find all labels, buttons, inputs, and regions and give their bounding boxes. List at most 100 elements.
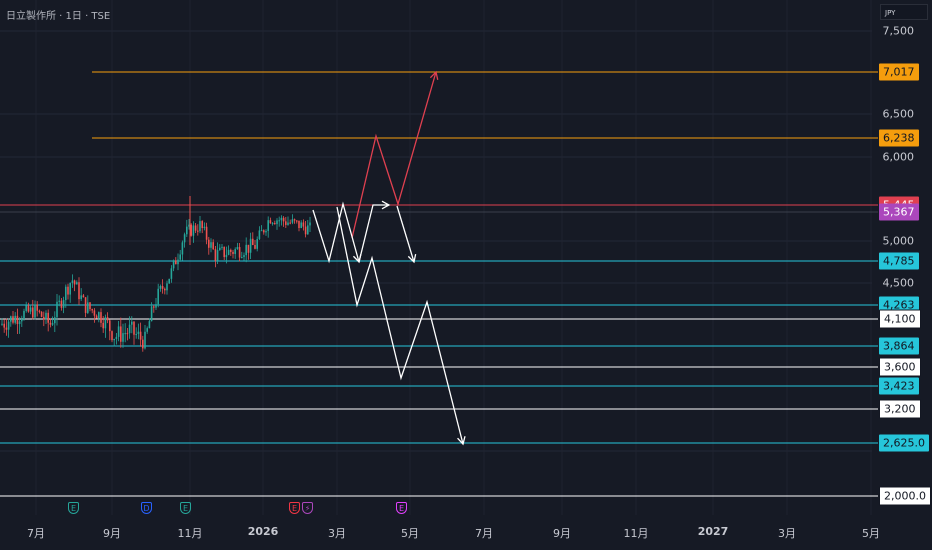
candle-body [69, 282, 71, 295]
candle-body [115, 336, 118, 339]
candle-body [67, 286, 69, 295]
candle-body [291, 219, 294, 223]
candle-body [164, 288, 166, 291]
time-axis-tick: 2027 [697, 525, 729, 538]
candle-body [210, 242, 212, 248]
split-icon[interactable]: ⚡ [302, 502, 313, 514]
candle-body [214, 249, 217, 261]
earnings-icon[interactable]: E [68, 502, 79, 514]
candle-body [65, 286, 67, 301]
earnings-icon[interactable]: E [289, 502, 300, 514]
bullish-projection-arrowhead [429, 70, 439, 80]
candle-body [285, 221, 287, 225]
candle-body [309, 222, 311, 226]
candle-body [23, 310, 25, 319]
candle-body [168, 278, 170, 284]
candle-body [192, 225, 195, 236]
candle-body [201, 221, 203, 229]
candle-body [188, 224, 190, 227]
price-level-badge: 4,100 [879, 309, 921, 329]
candle-body [203, 226, 206, 229]
bearish-projection [336, 206, 464, 445]
candle-body [34, 304, 36, 318]
time-axis-tick: 3月 [328, 527, 346, 540]
candle-body [241, 257, 243, 259]
price-level-badge: 4,785 [879, 252, 919, 270]
candle-body [223, 246, 225, 258]
candle-body [157, 288, 159, 305]
candle-body [78, 282, 80, 300]
candle-body [3, 323, 5, 328]
candle-body [93, 310, 96, 316]
candle-body [76, 282, 78, 285]
candle-body [155, 304, 157, 308]
candle-body [95, 315, 98, 319]
candle-body [296, 220, 298, 222]
candle-body [113, 338, 115, 341]
price-axis-tick: 7,500 [882, 24, 915, 38]
candle-body [98, 312, 100, 319]
time-axis-tick: 5月 [862, 527, 880, 540]
candle-body [91, 309, 93, 311]
earnings-icon[interactable]: E [180, 502, 191, 514]
price-level-badge: 3,600 [879, 357, 921, 377]
candle-body [60, 300, 63, 308]
candle-body [278, 220, 280, 222]
candle-body [16, 315, 19, 325]
projection-zigzag-2-arrowhead [381, 200, 391, 210]
candle-body [194, 225, 197, 231]
price-level-badge: 2,000.0 [879, 486, 931, 506]
candle-body [27, 305, 30, 312]
candle-body [282, 217, 285, 222]
projection-zigzag-3 [396, 205, 415, 263]
candle-body [181, 242, 184, 255]
candle-body [124, 333, 126, 335]
candle-body [247, 244, 250, 253]
candle-body [221, 246, 223, 248]
candle-body [271, 223, 274, 225]
candle-body [56, 301, 58, 318]
candle-body [238, 247, 241, 258]
candle-body [47, 312, 49, 323]
symbol-title[interactable]: 日立製作所 · 1日 · TSE [6, 11, 111, 22]
earnings-icon[interactable]: E [396, 502, 407, 514]
candle-body [10, 316, 12, 322]
candle-body [131, 321, 133, 325]
candle-body [25, 305, 27, 311]
candle-body [51, 323, 54, 325]
candle-body [274, 223, 276, 225]
candle-body [265, 230, 267, 233]
time-axis-tick: 3月 [778, 527, 796, 540]
time-axis-tick: 11月 [177, 527, 203, 540]
candle-body [122, 333, 124, 342]
candle-body [293, 219, 296, 221]
bearish-projection-arrowhead [457, 436, 466, 446]
candle-body [12, 316, 14, 323]
candle-body [153, 306, 155, 308]
price-level-badge: 4,263 [879, 296, 919, 314]
candle-body [100, 312, 102, 323]
candle-body [87, 302, 89, 313]
candle-body [36, 304, 38, 311]
candle-body [80, 295, 82, 300]
candle-body [144, 331, 146, 349]
projection-zigzag-1 [312, 201, 360, 264]
candle-body [183, 234, 186, 243]
currency-selector[interactable]: JPY [880, 4, 928, 20]
dividend-icon[interactable]: D [141, 502, 152, 514]
candle-body [166, 283, 168, 291]
candle-body [159, 286, 162, 289]
candle-body [208, 239, 210, 248]
candle-body [197, 230, 199, 232]
time-axis-tick: 5月 [401, 527, 419, 540]
candle-body [172, 260, 175, 269]
price-axis-tick: 6,500 [882, 107, 915, 121]
candle-body [49, 322, 52, 325]
candle-body [249, 238, 252, 253]
price-level-badge: 3,864 [879, 337, 919, 355]
candle-body [54, 317, 56, 324]
candle-body [120, 326, 122, 342]
candle-body [212, 242, 214, 250]
candle-body [40, 311, 43, 317]
